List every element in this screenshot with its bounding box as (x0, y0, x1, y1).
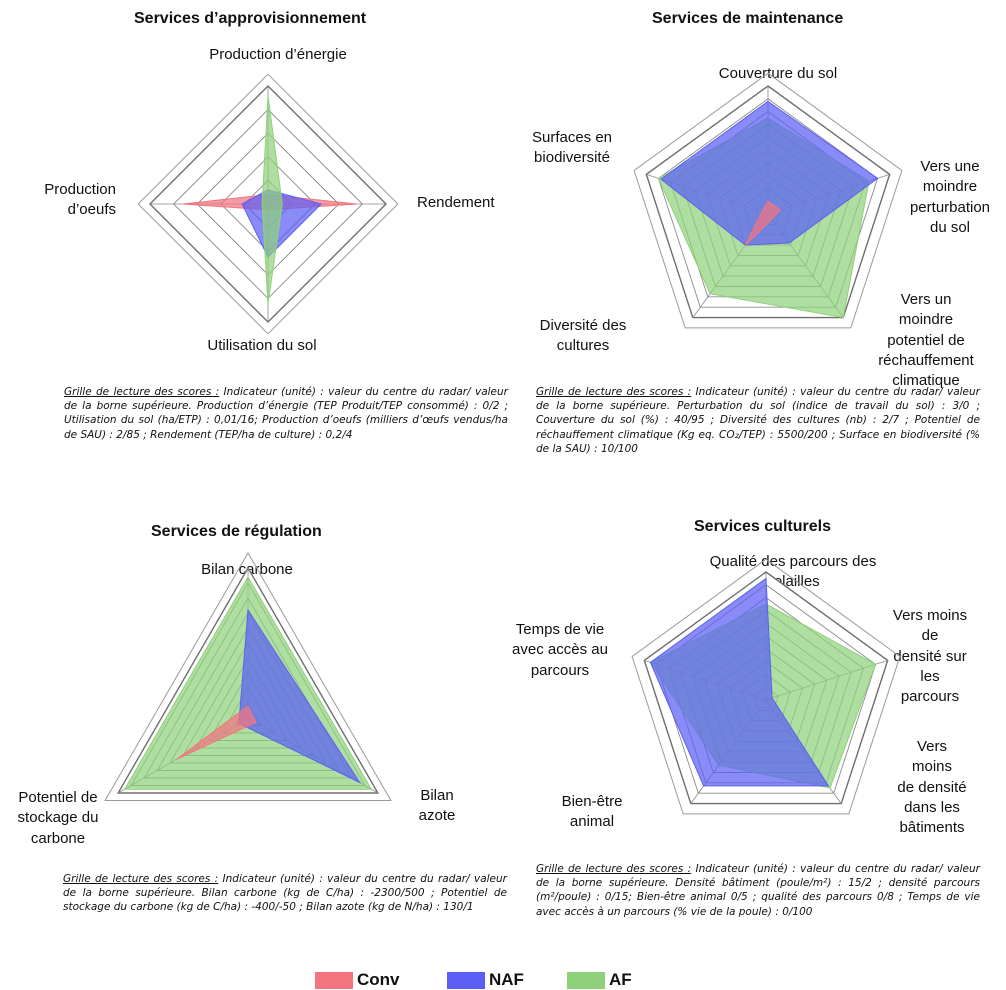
reading-grid-key: Grille de lecture des scores : (536, 863, 692, 875)
reading-grid-culturels: Grille de lecture des scores : Indicateu… (536, 862, 980, 919)
reading-grid-approvisionnement: Grille de lecture des scores : Indicateu… (64, 385, 508, 442)
series-af (261, 95, 283, 305)
reading-grid-maintenance: Grille de lecture des scores : Indicateu… (536, 385, 980, 456)
series-conv (176, 705, 257, 760)
legend-label-naf: NAF (489, 970, 524, 989)
series-conv (744, 200, 781, 246)
panel-title-culturels: Services culturels (694, 518, 831, 535)
reading-grid-text: Indicateur (unité) : valeur du centre du… (536, 386, 980, 455)
reading-grid-key: Grille de lecture des scores : (64, 386, 220, 398)
axis-label-surfaces-biodiversite: Surfaces en biodiversité (531, 129, 613, 167)
outer-frame (633, 72, 903, 329)
panel-title-regulation: Services de régulation (151, 523, 322, 540)
reading-grid-text: Indicateur (unité) : valeur du centre du… (63, 873, 507, 914)
legend-swatch-af (567, 972, 605, 989)
reading-grid-text: Indicateur (unité) : valeur du centre du… (64, 386, 508, 441)
axis-label-production-oeufs: Production d’oeufs (44, 181, 116, 219)
series-naf (238, 608, 362, 784)
axis-label-production-energie: Production d’énergie (209, 46, 347, 63)
reading-grid-key: Grille de lecture des scores : (63, 873, 219, 885)
axis-label-stockage-carbone: Potentiel de stockage du carbone (17, 789, 99, 847)
outer-frame (104, 552, 392, 801)
panel-title-approvisionnement: Services d’approvisionnement (134, 10, 367, 27)
series-naf (649, 577, 830, 787)
radar-3 (104, 552, 392, 801)
axis-label-bien-etre: Bien-être animal (561, 793, 623, 831)
axis-label-utilisation-sol: Utilisation du sol (207, 337, 317, 354)
reading-grid-text: Indicateur (unité) : valeur du centre du… (536, 863, 980, 918)
radar-1 (137, 73, 399, 335)
axis-label-diversite-cultures: Diversité des cultures (539, 317, 627, 355)
axis-label-temps-parcours: Temps de vie avec accès au parcours (512, 621, 608, 679)
reading-grid-key: Grille de lecture des scores : (536, 386, 692, 398)
reading-grid-regulation: Grille de lecture des scores : Indicateu… (63, 872, 507, 915)
axis-label-rechauffement: Vers un moindre potentiel de réchauffeme… (878, 291, 974, 389)
radar-4 (631, 558, 901, 815)
axis-label-couverture-sol: Couverture du sol (718, 65, 838, 82)
axis-label-perturbation-sol: Vers une moindre perturbation du sol (909, 158, 991, 236)
panel-title-maintenance: Services de maintenance (652, 10, 844, 27)
legend-label-conv: Conv (357, 970, 400, 989)
outer-frame (631, 558, 901, 815)
radar-2 (633, 72, 903, 329)
legend-label-af: AF (609, 970, 632, 989)
axis-label-rendement: Rendement (417, 194, 495, 211)
outer-frame (137, 73, 399, 335)
legend-swatch-naf (447, 972, 485, 989)
axis-label-bilan-azote: Bilan azote (418, 787, 456, 825)
axis-label-densite-parcours: Vers moins de densité sur les parcours (892, 607, 968, 705)
legend-swatch-conv (315, 972, 353, 989)
axis-label-densite-batiments: Vers moins de densité dans les bâtiments (897, 738, 967, 836)
series-naf (660, 100, 879, 246)
